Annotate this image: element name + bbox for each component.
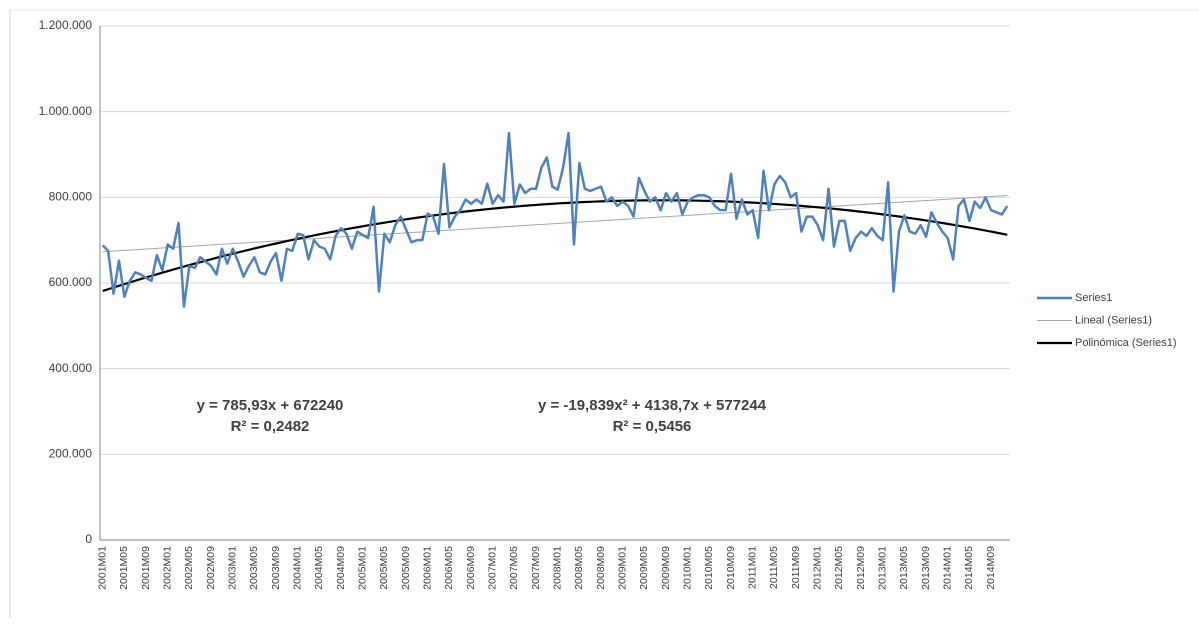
x-tick-label: 2009M09: [660, 546, 672, 590]
x-tick-label: 2013M01: [876, 546, 888, 590]
x-tick-label: 2004M01: [291, 546, 303, 590]
x-tick-label: 2012M05: [833, 546, 845, 590]
x-tick-label: 2001M05: [118, 546, 130, 590]
x-tick-label: 2008M09: [595, 546, 607, 590]
x-tick-label: 2002M05: [183, 546, 195, 590]
x-tick-label: 2009M05: [638, 546, 650, 590]
x-tick-label: 2006M01: [421, 546, 433, 590]
x-tick-label: 2014M05: [963, 546, 975, 590]
x-tick-label: 2003M01: [226, 546, 238, 590]
x-tick-label: 2012M09: [855, 546, 867, 590]
trendline: [102, 199, 1008, 293]
trendline: [102, 195, 1008, 253]
y-tick-label: 800.000: [49, 190, 93, 204]
x-tick-label: 2008M01: [551, 546, 563, 590]
x-tick-label: 2010M05: [703, 546, 715, 590]
y-tick-label: 400.000: [49, 361, 93, 375]
x-tick-label: 2013M09: [920, 546, 932, 590]
trend-equation: y = 785,93x + 672240: [197, 397, 344, 414]
trend-r2: R² = 0,5456: [613, 418, 692, 435]
x-tick-label: 2007M09: [530, 546, 542, 590]
legend-label: Lineal (Series1): [1075, 314, 1152, 326]
x-tick-label: 2007M01: [486, 546, 498, 590]
x-tick-label: 2002M01: [161, 546, 173, 590]
x-tick-label: 2004M09: [335, 546, 347, 590]
x-tick-label: 2006M05: [443, 546, 455, 590]
x-tick-label: 2005M05: [378, 546, 390, 590]
x-tick-label: 2006M09: [465, 546, 477, 590]
series-line: [101, 131, 1009, 308]
trend-r2: R² = 0,2482: [231, 418, 310, 435]
x-tick-label: 2010M09: [725, 546, 737, 590]
legend-label: Series1: [1075, 292, 1112, 304]
x-tick-label: 2007M05: [508, 546, 520, 590]
x-tick-label: 2004M05: [313, 546, 325, 590]
y-tick-label: 0: [85, 532, 92, 546]
trend-equation: y = -19,839x² + 4138,7x + 577244: [538, 397, 767, 414]
x-tick-label: 2005M09: [400, 546, 412, 590]
x-tick-label: 2001M01: [96, 546, 108, 590]
x-tick-label: 2002M09: [205, 546, 217, 590]
x-tick-label: 2011M09: [790, 546, 802, 589]
x-tick-label: 2009M01: [616, 546, 628, 590]
x-tick-label: 2012M01: [811, 546, 823, 590]
x-tick-label: 2011M01: [746, 546, 758, 589]
x-tick-label: 2014M01: [941, 546, 953, 590]
x-tick-label: 2003M05: [248, 546, 260, 590]
x-tick-label: 2005M01: [356, 546, 368, 590]
x-tick-label: 2010M01: [681, 546, 693, 590]
x-tick-label: 2014M09: [985, 546, 997, 590]
x-tick-label: 2001M09: [140, 546, 152, 590]
y-tick-label: 200.000: [49, 447, 93, 461]
y-tick-label: 1.200.000: [39, 18, 93, 32]
y-tick-label: 1.000.000: [39, 104, 93, 118]
y-tick-label: 600.000: [49, 275, 93, 289]
x-tick-label: 2008M05: [573, 546, 585, 590]
legend-label: Polinómica (Series1): [1075, 337, 1176, 349]
x-tick-label: 2011M05: [768, 546, 780, 589]
x-tick-label: 2003M09: [270, 546, 282, 590]
x-tick-label: 2013M05: [898, 546, 910, 590]
